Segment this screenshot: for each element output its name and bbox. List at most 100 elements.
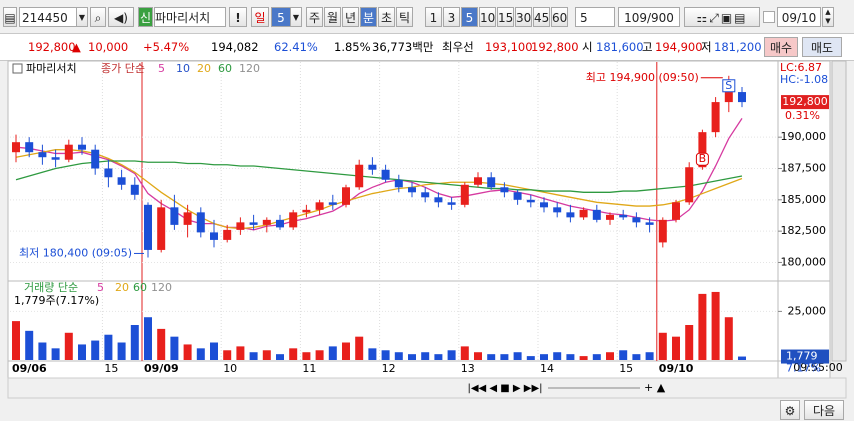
sell-button[interactable]: 매도 — [802, 37, 842, 57]
volume-bar — [434, 354, 443, 360]
settings-button[interactable]: ⚙ — [780, 400, 800, 420]
legend-title: 파마리서치 — [26, 62, 77, 75]
candle-body — [302, 209, 311, 213]
x-tick-label: 12 — [382, 362, 396, 375]
candle-body — [619, 214, 628, 218]
nav-buttons[interactable]: |◀◀ ◀ ■ ▶ ▶▶| — [467, 383, 542, 394]
volume-bar — [78, 344, 86, 360]
candle-body — [25, 142, 34, 153]
scrollbar[interactable] — [831, 60, 847, 362]
candle-body — [51, 157, 60, 160]
unit-button[interactable]: 5 — [461, 7, 478, 27]
unit-button[interactable]: 초 — [378, 7, 395, 27]
search-button[interactable]: ⌕ — [90, 7, 106, 27]
period-button[interactable]: 일 — [251, 7, 269, 27]
last-volume-box — [781, 349, 829, 364]
candle-body — [632, 217, 641, 223]
x-tick-label: 15 — [104, 362, 118, 375]
code-input[interactable]: 214450 — [19, 7, 77, 27]
volume-bar — [658, 332, 667, 360]
unit-button[interactable]: 30 — [515, 7, 532, 27]
unit-button[interactable]: 3 — [443, 7, 460, 27]
unit-button[interactable]: 15 — [497, 7, 514, 27]
alert-button[interactable]: ! — [229, 7, 247, 27]
unit-button[interactable]: 분 — [360, 7, 377, 27]
volume-bar — [51, 348, 60, 360]
candle-body — [447, 202, 456, 205]
high: 194,900 — [655, 40, 703, 54]
candle-body — [500, 187, 509, 193]
menu-icon[interactable]: ▤ — [3, 7, 17, 27]
x-tick-label: 15 — [619, 362, 633, 375]
tag: 신 — [138, 7, 153, 27]
sell-signal-box — [722, 79, 736, 93]
legend-item: 10 — [176, 62, 190, 75]
range: 109/900 — [618, 7, 680, 27]
volume-bar — [724, 317, 733, 360]
date-check[interactable] — [763, 11, 775, 23]
candle-body — [117, 177, 126, 185]
unit-button[interactable]: 1 — [425, 7, 442, 27]
candle-body — [249, 222, 258, 225]
candle-body — [210, 232, 218, 240]
change: 10,000 — [88, 40, 129, 54]
volume-bar — [645, 352, 654, 360]
y-tick-label: 187,500 — [781, 161, 827, 174]
last-volume-pct: 7.17% — [786, 362, 821, 375]
buy-button[interactable]: 매수 — [764, 37, 798, 57]
candle-body — [144, 204, 152, 250]
zoom-controls[interactable]: + ▲ — [644, 381, 666, 394]
volume-bar — [170, 336, 179, 360]
volume-bar — [12, 321, 20, 360]
volume-bar — [460, 346, 469, 360]
candle-body — [526, 199, 535, 203]
quote-bar: 192,800 ▲ 10,000 +5.47% 194,082 62.41% 1… — [0, 34, 854, 61]
ma-line — [15, 160, 743, 193]
last-price-box — [781, 95, 829, 110]
volume-bar — [500, 354, 509, 360]
code-dropdown[interactable]: ▼ — [76, 7, 88, 27]
candle-body — [698, 132, 707, 168]
tool-icons[interactable]: ⚏⤢▣▤ — [684, 7, 760, 27]
low: 181,200 — [714, 40, 762, 54]
volume-bar — [421, 352, 430, 360]
legend-item: 5 — [158, 62, 165, 75]
volume-bar — [632, 354, 641, 360]
candle-body — [606, 214, 614, 220]
candle-body — [592, 209, 601, 220]
candle-body — [487, 177, 496, 188]
unit-button[interactable]: 45 — [533, 7, 550, 27]
legend-item: 120 — [239, 62, 260, 75]
x-tick-label: 13 — [461, 362, 475, 375]
volume-bar — [698, 293, 707, 360]
candle-body — [368, 164, 377, 170]
legend-item: 60 — [218, 62, 232, 75]
period-dropdown[interactable]: ▼ — [290, 7, 302, 27]
candle-body — [342, 187, 350, 205]
last-pct: 0.31% — [785, 109, 820, 122]
date-spinner[interactable]: ▲ ▼ — [822, 7, 834, 27]
volume-bar — [606, 352, 614, 360]
unit-button[interactable]: 년 — [342, 7, 359, 27]
volume-legend-item: 5 — [97, 281, 104, 294]
volume-note: 1,779주(7.17%) — [14, 294, 99, 307]
candle-body — [130, 184, 139, 195]
volume-bar — [526, 356, 535, 360]
sound-button[interactable]: ◀) — [108, 7, 134, 27]
candle-body — [91, 149, 100, 169]
period-count[interactable]: 5 — [271, 7, 291, 27]
date-input[interactable]: 09/10 — [777, 7, 821, 27]
unit-button[interactable]: 10 — [479, 7, 496, 27]
count-select[interactable]: 5 — [575, 7, 615, 27]
unit-button[interactable]: 월 — [324, 7, 341, 27]
unit-button[interactable]: 틱 — [396, 7, 413, 27]
unit-button[interactable]: 주 — [306, 7, 323, 27]
volume-bar — [513, 352, 522, 360]
x-tick-label: 09/09 — [144, 362, 179, 375]
unit-button[interactable]: 60 — [551, 7, 568, 27]
candle-body — [474, 177, 482, 185]
candle-body — [566, 212, 575, 218]
volume-ratio: 62.41% — [274, 40, 318, 54]
next-button[interactable]: 다음 — [804, 400, 844, 420]
sell-signal: S — [725, 79, 732, 92]
